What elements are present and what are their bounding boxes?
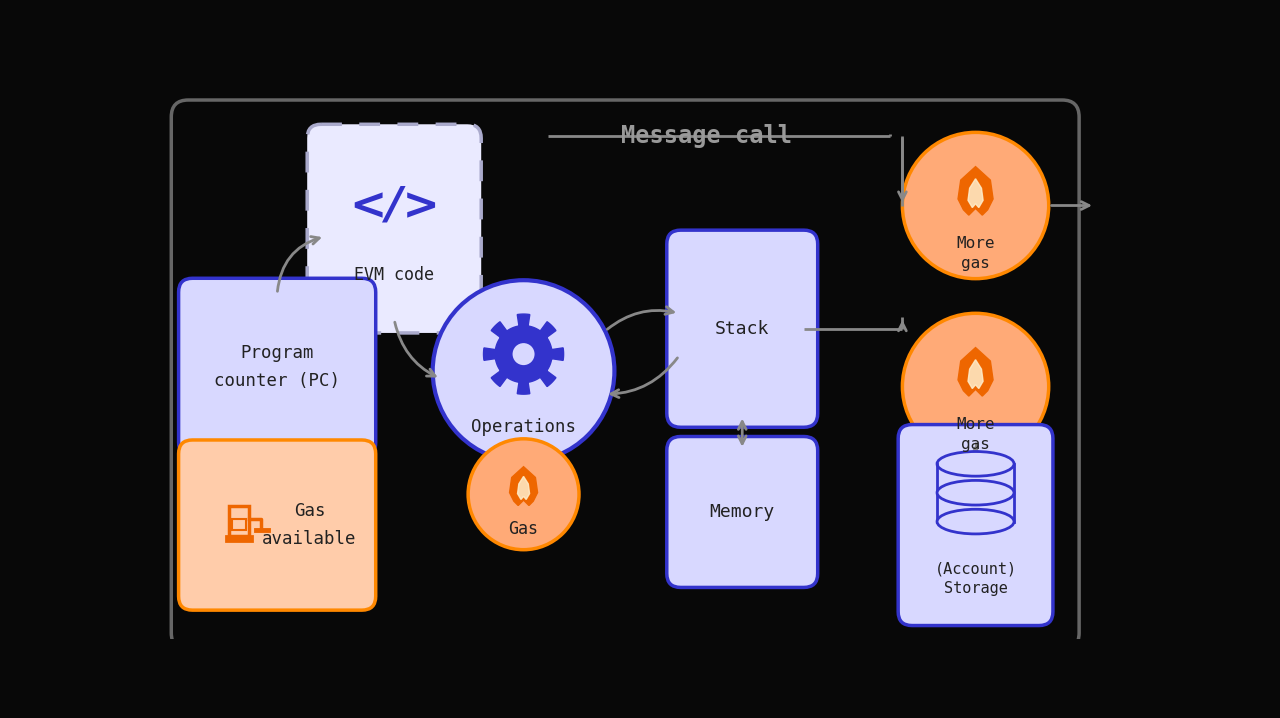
Polygon shape: [509, 467, 538, 505]
Text: Message call: Message call: [621, 124, 791, 148]
Circle shape: [902, 313, 1048, 460]
Text: (Account)
Storage: (Account) Storage: [934, 561, 1016, 597]
Text: EVM code: EVM code: [355, 266, 434, 284]
Polygon shape: [968, 360, 983, 388]
Polygon shape: [957, 167, 993, 215]
Circle shape: [433, 280, 614, 462]
Text: Gas
available: Gas available: [262, 502, 357, 548]
FancyBboxPatch shape: [179, 279, 376, 456]
Text: More
gas: More gas: [956, 236, 995, 271]
FancyBboxPatch shape: [667, 230, 818, 427]
Circle shape: [902, 132, 1048, 279]
Polygon shape: [517, 477, 530, 500]
FancyBboxPatch shape: [899, 424, 1053, 625]
Circle shape: [468, 439, 579, 550]
Ellipse shape: [937, 452, 1014, 476]
FancyBboxPatch shape: [307, 124, 481, 333]
FancyBboxPatch shape: [179, 440, 376, 610]
Polygon shape: [968, 179, 983, 208]
Ellipse shape: [937, 509, 1014, 534]
Polygon shape: [484, 314, 563, 394]
Circle shape: [511, 341, 536, 367]
Text: Stack: Stack: [716, 320, 769, 337]
Text: Program
counter (PC): Program counter (PC): [214, 345, 340, 390]
Text: Gas: Gas: [508, 520, 539, 538]
Text: Operations: Operations: [471, 417, 576, 436]
Text: More
gas: More gas: [956, 417, 995, 452]
Polygon shape: [957, 348, 993, 396]
Text: Memory: Memory: [709, 503, 774, 521]
Bar: [225, 536, 252, 541]
Text: </>: </>: [349, 184, 439, 227]
FancyBboxPatch shape: [667, 437, 818, 587]
Ellipse shape: [937, 480, 1014, 505]
